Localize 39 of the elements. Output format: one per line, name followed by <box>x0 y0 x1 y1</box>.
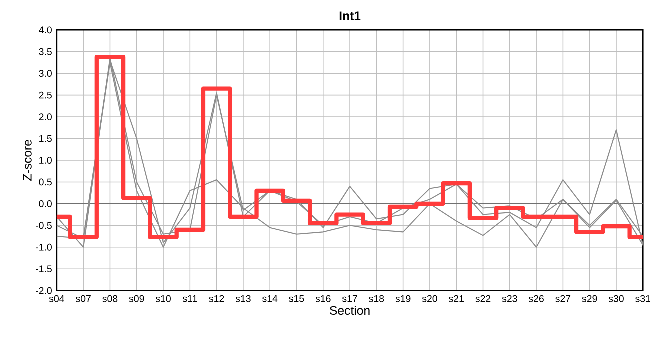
y-tick-label: 2.0 <box>39 114 52 120</box>
y-tick-label: -1.0 <box>36 244 52 251</box>
x-tick-label: s19 <box>396 295 411 302</box>
x-axis-title: Section <box>330 306 370 315</box>
y-axis-title: Z-score <box>23 140 32 181</box>
x-tick-label: s18 <box>369 295 384 302</box>
y-tick-label: -0.5 <box>36 222 52 230</box>
x-tick-label: s29 <box>582 295 598 302</box>
y-tick-label: 3.0 <box>39 70 52 77</box>
x-tick-label: s21 <box>449 295 464 302</box>
x-tick-label: s30 <box>608 295 624 302</box>
y-tick-label: 4.0 <box>39 26 52 34</box>
x-tick-label: s04 <box>49 295 64 302</box>
x-tick-label: s14 <box>262 295 278 302</box>
x-tick-label: s17 <box>342 295 358 302</box>
x-tick-label: s12 <box>209 295 224 302</box>
x-tick-label: s16 <box>316 295 331 302</box>
x-tick-label: s23 <box>502 295 518 302</box>
x-tick-label: s10 <box>156 295 171 302</box>
x-tick-label: s07 <box>76 295 91 302</box>
y-tick-label: 3.5 <box>39 48 52 56</box>
y-tick-label: -2.0 <box>36 287 52 294</box>
x-tick-label: s31 <box>636 295 651 302</box>
y-tick-label: 1.0 <box>40 156 52 164</box>
y-tick-label: 0.0 <box>39 200 52 208</box>
y-tick-label: 0.5 <box>39 178 52 186</box>
x-tick-label: s13 <box>236 295 251 302</box>
x-tick-label: s08 <box>102 295 118 302</box>
y-tick-label: 1.5 <box>40 135 52 142</box>
x-tick-label: s11 <box>182 295 198 302</box>
x-tick-label: s27 <box>556 295 571 302</box>
x-tick-label: s20 <box>422 295 438 302</box>
x-tick-label: s26 <box>528 295 544 302</box>
chart-title: Int1 <box>340 12 361 20</box>
x-tick-label: s09 <box>129 295 144 302</box>
y-tick-label: 2.5 <box>39 92 52 99</box>
x-tick-label: s22 <box>476 295 491 302</box>
y-tick-label: -1.5 <box>36 266 52 272</box>
x-tick-label: s15 <box>289 295 304 302</box>
